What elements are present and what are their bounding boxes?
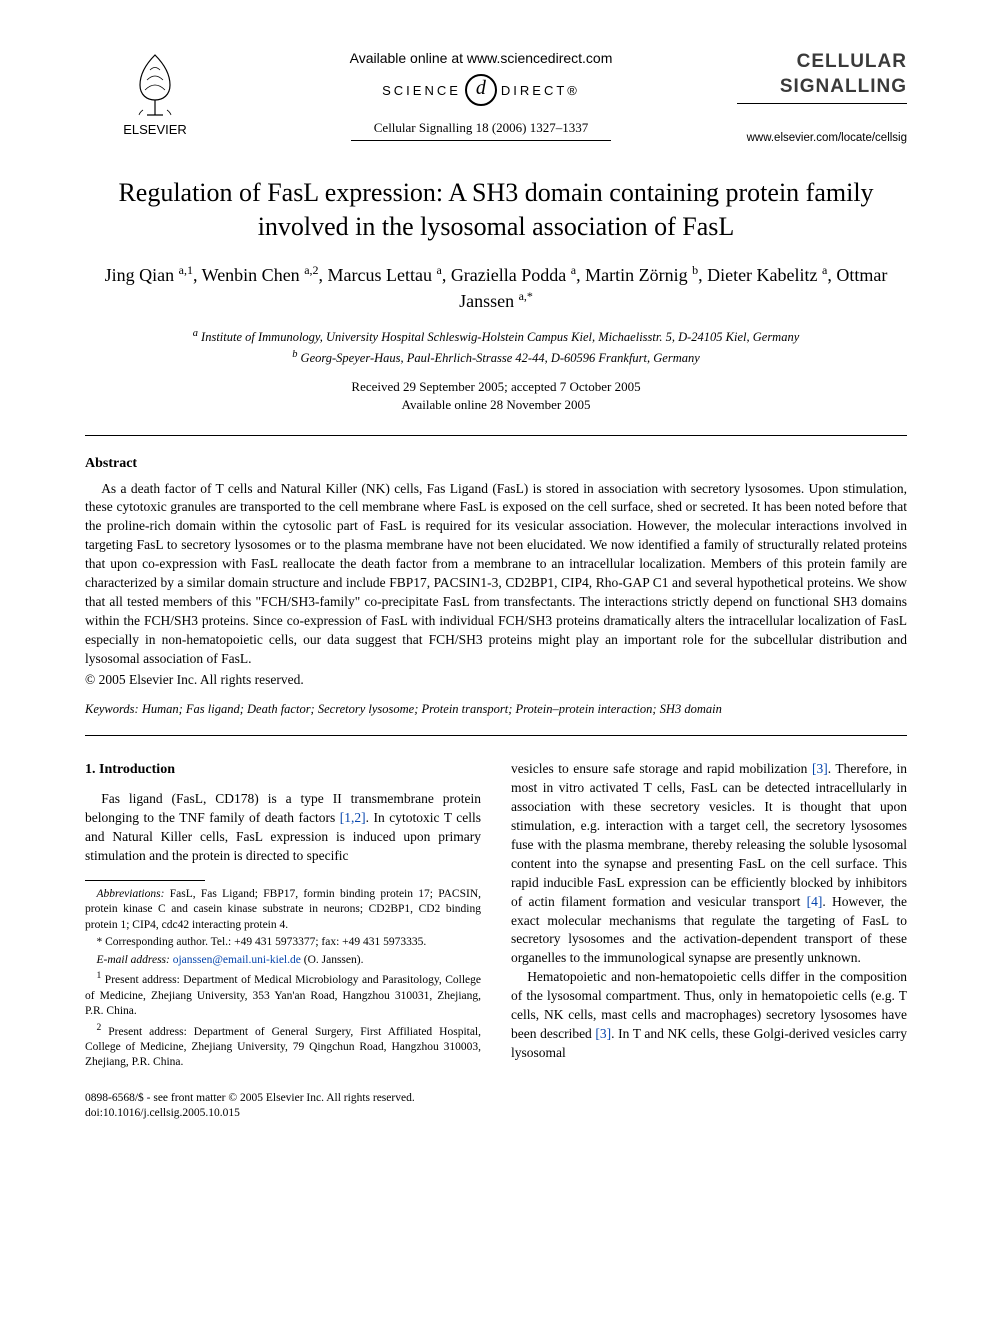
journal-name-line1: CELLULAR xyxy=(737,50,907,75)
publisher-name: ELSEVIER xyxy=(85,122,225,137)
footer-doi: doi:10.1016/j.cellsig.2005.10.015 xyxy=(85,1106,907,1121)
ref-link-4[interactable]: [4] xyxy=(807,894,823,909)
post-abstract-rule xyxy=(85,735,907,736)
elsevier-tree-icon xyxy=(125,50,185,120)
sd-symbol-icon: d xyxy=(465,74,497,106)
section-heading-introduction: 1. Introduction xyxy=(85,760,481,780)
received-accepted: Received 29 September 2005; accepted 7 O… xyxy=(85,378,907,396)
sciencedirect-logo: SCIENCE d DIRECT® xyxy=(382,74,580,106)
body-columns: 1. Introduction Fas ligand (FasL, CD178)… xyxy=(85,760,907,1072)
keywords-line: Keywords: Human; Fas ligand; Death facto… xyxy=(85,702,907,717)
footer-front-matter: 0898-6568/$ - see front matter © 2005 El… xyxy=(85,1091,907,1106)
left-column: 1. Introduction Fas ligand (FasL, CD178)… xyxy=(85,760,481,1072)
header-center: Available online at www.sciencedirect.co… xyxy=(225,50,737,141)
keywords-label: Keywords: xyxy=(85,702,139,716)
journal-rule xyxy=(737,103,907,104)
abstract-copyright: © 2005 Elsevier Inc. All rights reserved… xyxy=(85,672,907,688)
page-header: ELSEVIER Available online at www.science… xyxy=(85,50,907,144)
article-dates: Received 29 September 2005; accepted 7 O… xyxy=(85,378,907,414)
pre-abstract-rule xyxy=(85,435,907,436)
intro-para-2: vesicles to ensure safe storage and rapi… xyxy=(511,760,907,968)
footnote-email: E-mail address: ojanssen@email.uni-kiel.… xyxy=(85,953,481,969)
journal-logo: CELLULAR SIGNALLING xyxy=(737,50,907,99)
affiliation-a: a Institute of Immunology, University Ho… xyxy=(85,326,907,347)
journal-name-line2: SIGNALLING xyxy=(737,75,907,100)
footnote-present-address-2: 2 Present address: Department of General… xyxy=(85,1022,481,1071)
article-title: Regulation of FasL expression: A SH3 dom… xyxy=(85,176,907,244)
publisher-block: ELSEVIER xyxy=(85,50,225,137)
footnote-abbrev: Abbreviations: FasL, Fas Ligand; FBP17, … xyxy=(85,887,481,934)
intro-para-3: Hematopoietic and non-hematopoietic cell… xyxy=(511,968,907,1062)
abstract-body: As a death factor of T cells and Natural… xyxy=(85,480,907,669)
journal-block: CELLULAR SIGNALLING www.elsevier.com/loc… xyxy=(737,50,907,144)
page-footer: 0898-6568/$ - see front matter © 2005 El… xyxy=(85,1091,907,1121)
abstract-heading: Abstract xyxy=(85,456,907,472)
footnote-rule xyxy=(85,880,205,881)
journal-url[interactable]: www.elsevier.com/locate/cellsig xyxy=(737,132,907,144)
citation-line: Cellular Signalling 18 (2006) 1327–1337 xyxy=(225,120,737,136)
available-online-text: Available online at www.sciencedirect.co… xyxy=(225,50,737,66)
sd-right: DIRECT® xyxy=(501,83,580,98)
affiliations: a Institute of Immunology, University Ho… xyxy=(85,326,907,368)
footnotes-block: Abbreviations: FasL, Fas Ligand; FBP17, … xyxy=(85,887,481,1071)
right-column: vesicles to ensure safe storage and rapi… xyxy=(511,760,907,1072)
authors-line: Jing Qian a,1, Wenbin Chen a,2, Marcus L… xyxy=(85,262,907,314)
email-link[interactable]: ojanssen@email.uni-kiel.de xyxy=(173,954,301,966)
intro-para-1: Fas ligand (FasL, CD178) is a type II tr… xyxy=(85,790,481,866)
ref-link-1-2[interactable]: [1,2] xyxy=(340,810,366,825)
affiliation-b: b Georg-Speyer-Haus, Paul-Ehrlich-Strass… xyxy=(85,347,907,368)
keywords-value: Human; Fas ligand; Death factor; Secreto… xyxy=(142,702,722,716)
sd-left: SCIENCE xyxy=(382,83,461,98)
ref-link-3b[interactable]: [3] xyxy=(595,1026,611,1041)
available-online-date: Available online 28 November 2005 xyxy=(85,396,907,414)
footnote-corresponding: * Corresponding author. Tel.: +49 431 59… xyxy=(85,935,481,951)
header-rule xyxy=(351,140,611,141)
footnote-present-address-1: 1 Present address: Department of Medical… xyxy=(85,970,481,1019)
ref-link-3a[interactable]: [3] xyxy=(812,761,828,776)
